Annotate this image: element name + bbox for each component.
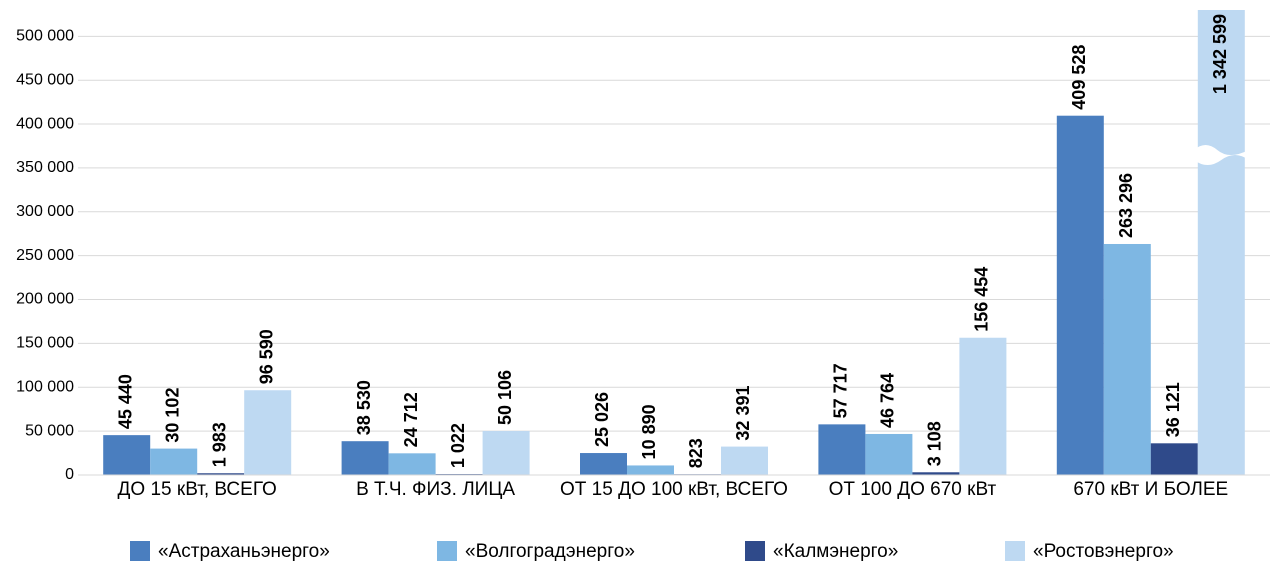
legend-label: «Ростовэнерго» bbox=[1033, 541, 1174, 562]
data-label: 57 717 bbox=[831, 363, 851, 418]
data-label: 10 890 bbox=[639, 404, 659, 459]
y-tick-label: 500 000 bbox=[16, 28, 74, 45]
y-tick-label: 300 000 bbox=[16, 203, 74, 220]
data-label: 36 121 bbox=[1163, 382, 1183, 437]
bar bbox=[721, 446, 768, 475]
bar bbox=[1056, 115, 1104, 475]
y-tick-label: 50 000 bbox=[25, 422, 74, 439]
data-label: 1 342 599 bbox=[1210, 14, 1230, 94]
data-label: 823 bbox=[686, 438, 706, 468]
bar bbox=[1197, 10, 1245, 476]
bar bbox=[627, 465, 674, 475]
bar bbox=[244, 390, 292, 475]
bar bbox=[865, 433, 913, 475]
bar bbox=[818, 424, 866, 475]
data-label: 1 022 bbox=[448, 423, 468, 468]
data-label: 24 712 bbox=[401, 392, 421, 447]
legend-label: «Волгоградэнерго» bbox=[465, 541, 635, 562]
legend-label: «Астраханьэнерго» bbox=[158, 541, 330, 562]
data-label: 45 440 bbox=[115, 374, 135, 429]
bar bbox=[388, 453, 436, 475]
legend-label: «Калмэнерго» bbox=[773, 541, 898, 562]
data-label: 96 590 bbox=[256, 329, 276, 384]
data-label: 50 106 bbox=[495, 370, 515, 425]
x-tick-label: ДО 15 кВт, ВСЕГО bbox=[117, 479, 277, 500]
data-label: 263 296 bbox=[1116, 173, 1136, 238]
legend-swatch bbox=[745, 541, 765, 561]
bar bbox=[103, 435, 151, 475]
y-tick-label: 450 000 bbox=[16, 71, 74, 88]
bar bbox=[1103, 243, 1151, 475]
y-tick-label: 200 000 bbox=[16, 291, 74, 308]
y-tick-label: 350 000 bbox=[16, 159, 74, 176]
bar bbox=[197, 473, 245, 475]
bar bbox=[341, 441, 389, 475]
data-label: 156 454 bbox=[972, 267, 992, 332]
bar bbox=[959, 337, 1007, 475]
legend-swatch bbox=[1005, 541, 1025, 561]
bar bbox=[912, 472, 960, 475]
data-label: 409 528 bbox=[1069, 45, 1089, 110]
data-label: 30 102 bbox=[162, 388, 182, 443]
x-tick-label: ОТ 100 ДО 670 кВт bbox=[828, 479, 997, 500]
y-tick-label: 100 000 bbox=[16, 378, 74, 395]
bar bbox=[482, 431, 530, 475]
data-label: 25 026 bbox=[592, 392, 612, 447]
data-label: 1 983 bbox=[209, 422, 229, 467]
data-label: 38 530 bbox=[354, 380, 374, 435]
legend-swatch bbox=[130, 541, 150, 561]
data-label: 3 108 bbox=[925, 421, 945, 466]
y-tick-label: 150 000 bbox=[16, 335, 74, 352]
axis-break bbox=[1193, 145, 1249, 165]
bar bbox=[1150, 443, 1198, 475]
x-tick-label: 670 кВт И БОЛЕЕ bbox=[1073, 479, 1229, 500]
y-tick-label: 0 bbox=[65, 466, 74, 483]
y-tick-label: 250 000 bbox=[16, 247, 74, 264]
x-tick-label: В Т.Ч. ФИЗ. ЛИЦА bbox=[356, 479, 516, 500]
data-label: 32 391 bbox=[733, 386, 753, 441]
data-label: 46 764 bbox=[878, 373, 898, 428]
bars bbox=[103, 10, 1245, 476]
y-tick-label: 400 000 bbox=[16, 115, 74, 132]
bar bbox=[150, 448, 198, 475]
bar bbox=[580, 453, 627, 475]
legend-swatch bbox=[437, 541, 457, 561]
x-tick-label: ОТ 15 ДО 100 кВт, ВСЕГО bbox=[560, 479, 788, 500]
